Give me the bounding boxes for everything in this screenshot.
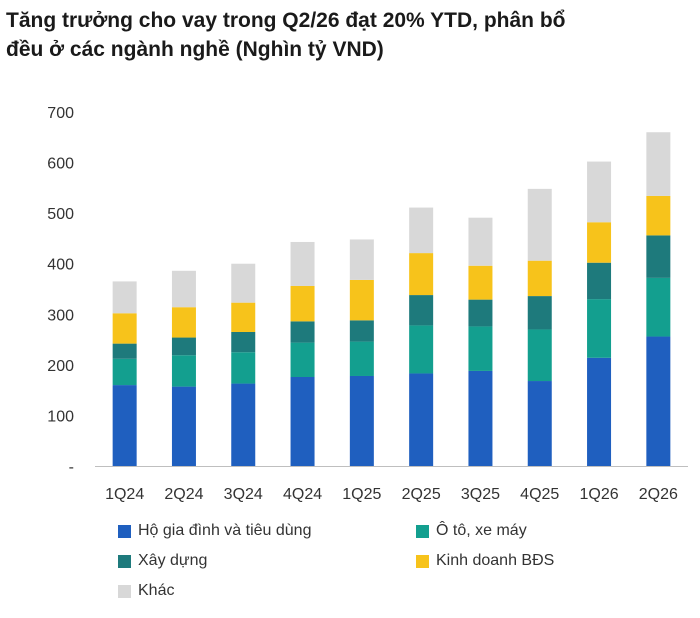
legend-item: Hộ gia đình và tiêu dùng <box>118 522 311 540</box>
chart-title-line-2: đều ở các ngành nghề (Nghìn tỷ VND) <box>6 38 384 61</box>
y-tick-label: 400 <box>47 257 74 274</box>
bar-segment-1Q25-1 <box>349 341 374 376</box>
bar-segment-1Q24-4 <box>112 281 137 314</box>
y-axis: - 100 200 300 400 500 600 700 <box>47 105 74 476</box>
bar-segment-4Q25-2 <box>527 296 552 330</box>
x-tick-label: 1Q26 <box>579 486 618 503</box>
legend-item: Xây dựng <box>118 552 207 570</box>
legend-swatch <box>118 524 131 538</box>
bar-segment-3Q25-2 <box>468 299 493 327</box>
bar-segment-2Q26-2 <box>646 235 671 278</box>
bar-segment-3Q25-3 <box>468 265 493 300</box>
bar-segment-3Q25-0 <box>468 370 493 466</box>
x-tick-label: 1Q24 <box>105 486 144 503</box>
bar-segment-1Q25-4 <box>349 239 374 280</box>
bar-segment-4Q25-1 <box>527 329 552 382</box>
bar-segment-1Q26-3 <box>587 222 612 263</box>
bar-segment-4Q24-2 <box>290 321 315 343</box>
bar-segment-2Q25-4 <box>409 207 434 254</box>
x-tick-label: 3Q24 <box>224 486 263 503</box>
bar-segment-1Q25-0 <box>349 375 374 466</box>
bar-segment-3Q25-4 <box>468 217 493 266</box>
bar-segment-4Q24-0 <box>290 376 315 466</box>
bar-segment-2Q24-0 <box>171 386 196 466</box>
bar-segment-1Q24-0 <box>112 385 137 466</box>
bar-segment-3Q24-3 <box>231 302 256 332</box>
bar-segment-1Q25-3 <box>349 279 374 321</box>
bar-segment-1Q26-1 <box>587 299 612 358</box>
x-tick-label: 2Q25 <box>402 486 441 503</box>
bars-area <box>112 132 671 466</box>
legend-item: Ô tô, xe máy <box>416 522 527 540</box>
bar-segment-1Q26-4 <box>587 161 612 223</box>
y-tick-label: 100 <box>47 408 74 425</box>
bar-segment-4Q24-1 <box>290 342 315 377</box>
bar-segment-1Q26-2 <box>587 262 612 300</box>
bar-segment-1Q24-2 <box>112 343 137 359</box>
y-tick-label: 700 <box>47 105 74 122</box>
chart-title: Tăng trưởng cho vay trong Q2/26 đạt 20% … <box>6 6 696 64</box>
y-tick-label: - <box>69 459 74 476</box>
bar-segment-3Q24-4 <box>231 263 256 303</box>
legend-label: Khác <box>138 582 175 599</box>
bar-segment-1Q24-1 <box>112 358 137 386</box>
legend-label: Kinh doanh BĐS <box>436 552 555 569</box>
bar-segment-1Q26-0 <box>587 357 612 466</box>
bar-segment-3Q24-1 <box>231 352 256 384</box>
legend-label: Ô tô, xe máy <box>436 522 527 539</box>
bar-segment-4Q24-3 <box>290 285 315 322</box>
y-tick-label: 200 <box>47 358 74 375</box>
bar-segment-4Q25-4 <box>527 188 552 261</box>
legend-swatch <box>118 584 131 598</box>
x-tick-label: 2Q24 <box>164 486 203 503</box>
bar-segment-2Q25-1 <box>409 325 434 374</box>
x-tick-label: 4Q25 <box>520 486 559 503</box>
bar-segment-4Q25-0 <box>527 381 552 466</box>
x-axis: 1Q24 2Q24 3Q24 4Q24 1Q25 2Q25 3Q25 4Q25 1Q26 2Q26 <box>105 486 678 503</box>
bar-segment-2Q24-3 <box>171 307 196 338</box>
x-tick-label: 4Q24 <box>283 486 322 503</box>
y-tick-label: 500 <box>47 206 74 223</box>
bar-segment-2Q25-3 <box>409 253 434 296</box>
bar-segment-2Q26-1 <box>646 277 671 337</box>
bar-segment-3Q25-1 <box>468 326 493 371</box>
bar-segment-1Q25-2 <box>349 320 374 342</box>
bar-segment-2Q26-4 <box>646 132 671 196</box>
bar-segment-3Q24-2 <box>231 331 256 353</box>
bar-segment-4Q24-4 <box>290 241 315 286</box>
bar-segment-1Q24-3 <box>112 313 137 344</box>
bar-segment-4Q25-3 <box>527 260 552 297</box>
x-tick-label: 1Q25 <box>342 486 381 503</box>
legend-label: Xây dựng <box>138 552 208 569</box>
legend-swatch <box>118 554 131 568</box>
x-tick-label: 2Q26 <box>639 486 678 503</box>
bar-segment-2Q26-3 <box>646 195 671 236</box>
legend-item: Khác <box>118 582 174 600</box>
y-tick-label: 600 <box>47 156 74 173</box>
legend-item: Kinh doanh BĐS <box>416 552 554 570</box>
y-tick-label: 300 <box>47 307 74 324</box>
bar-segment-2Q24-4 <box>171 270 196 308</box>
bar-segment-2Q25-2 <box>409 295 434 326</box>
bar-segment-3Q24-0 <box>231 383 256 466</box>
legend-label: Hộ gia đình và tiêu dùng <box>138 522 312 539</box>
legend-swatch <box>416 524 429 538</box>
bar-segment-2Q24-1 <box>171 355 196 387</box>
bar-segment-2Q24-2 <box>171 337 196 356</box>
x-tick-label: 3Q25 <box>461 486 500 503</box>
bar-segment-2Q25-0 <box>409 373 434 466</box>
chart-title-line-1: Tăng trưởng cho vay trong Q2/26 đạt 20% … <box>6 9 566 32</box>
bar-segment-2Q26-0 <box>646 336 671 466</box>
legend-swatch <box>416 554 429 568</box>
